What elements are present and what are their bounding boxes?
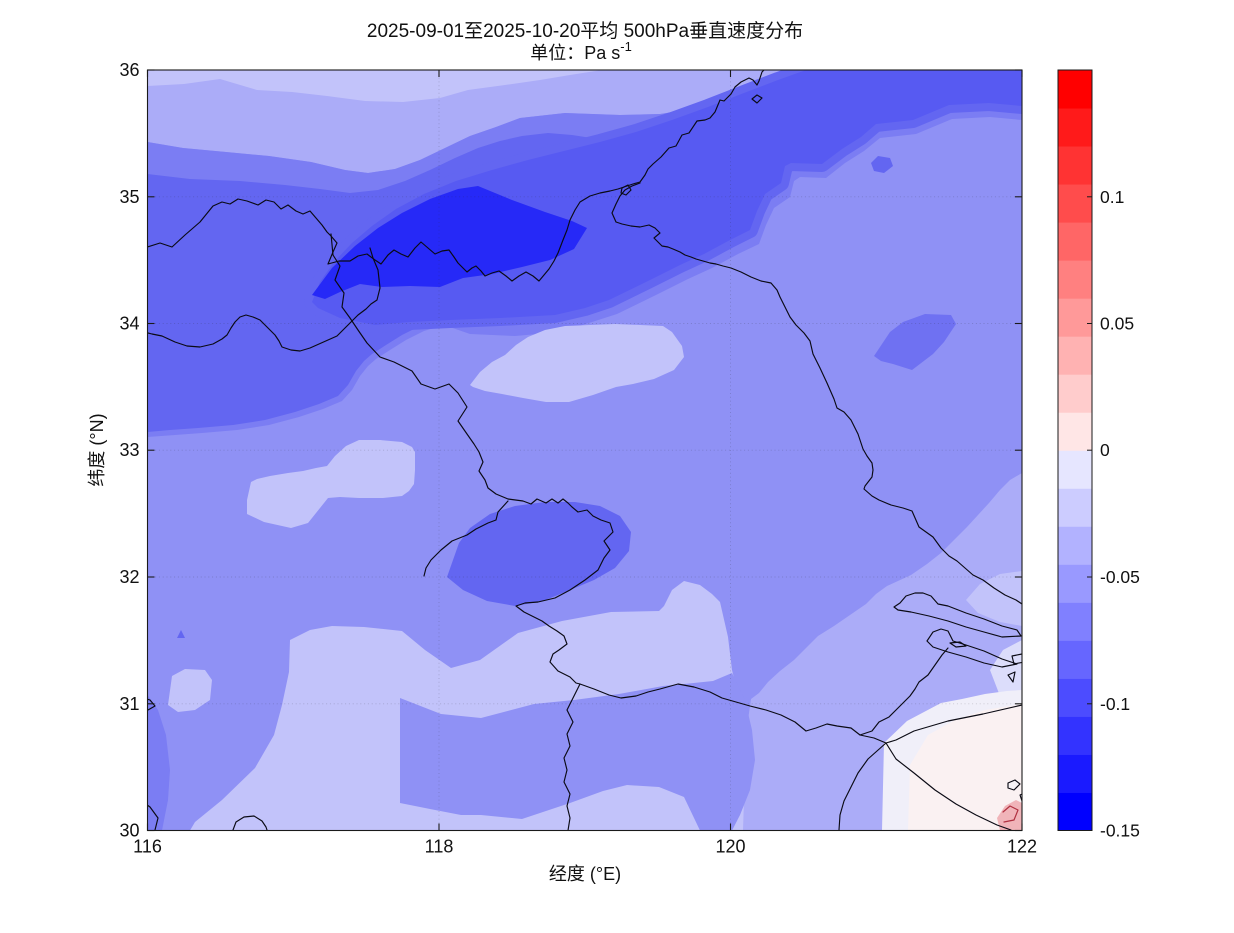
svg-text:2025-09-01至2025-10-20平均 500hPa: 2025-09-01至2025-10-20平均 500hPa垂直速度分布 bbox=[367, 20, 803, 42]
svg-text:-0.05: -0.05 bbox=[1100, 567, 1140, 587]
svg-text:30: 30 bbox=[119, 821, 139, 841]
svg-text:36: 36 bbox=[119, 60, 139, 80]
svg-text:122: 122 bbox=[1007, 837, 1037, 857]
svg-text:35: 35 bbox=[119, 187, 139, 207]
svg-text:120: 120 bbox=[715, 837, 745, 857]
svg-text:0: 0 bbox=[1100, 440, 1110, 460]
svg-text:118: 118 bbox=[425, 837, 454, 857]
svg-text:纬度 (°N): 纬度 (°N) bbox=[87, 413, 107, 486]
svg-text:31: 31 bbox=[119, 694, 139, 714]
svg-text:-0.15: -0.15 bbox=[1100, 821, 1140, 841]
svg-text:0.1: 0.1 bbox=[1100, 187, 1124, 207]
svg-text:116: 116 bbox=[133, 837, 162, 857]
svg-text:33: 33 bbox=[119, 440, 139, 460]
svg-text:0.05: 0.05 bbox=[1100, 314, 1134, 334]
svg-text:经度 (°E): 经度 (°E) bbox=[549, 864, 621, 884]
svg-text:-0.1: -0.1 bbox=[1100, 694, 1130, 714]
svg-text:32: 32 bbox=[119, 567, 139, 587]
svg-text:单位：Pa s-1: 单位：Pa s-1 bbox=[530, 39, 632, 63]
svg-text:34: 34 bbox=[119, 314, 139, 334]
